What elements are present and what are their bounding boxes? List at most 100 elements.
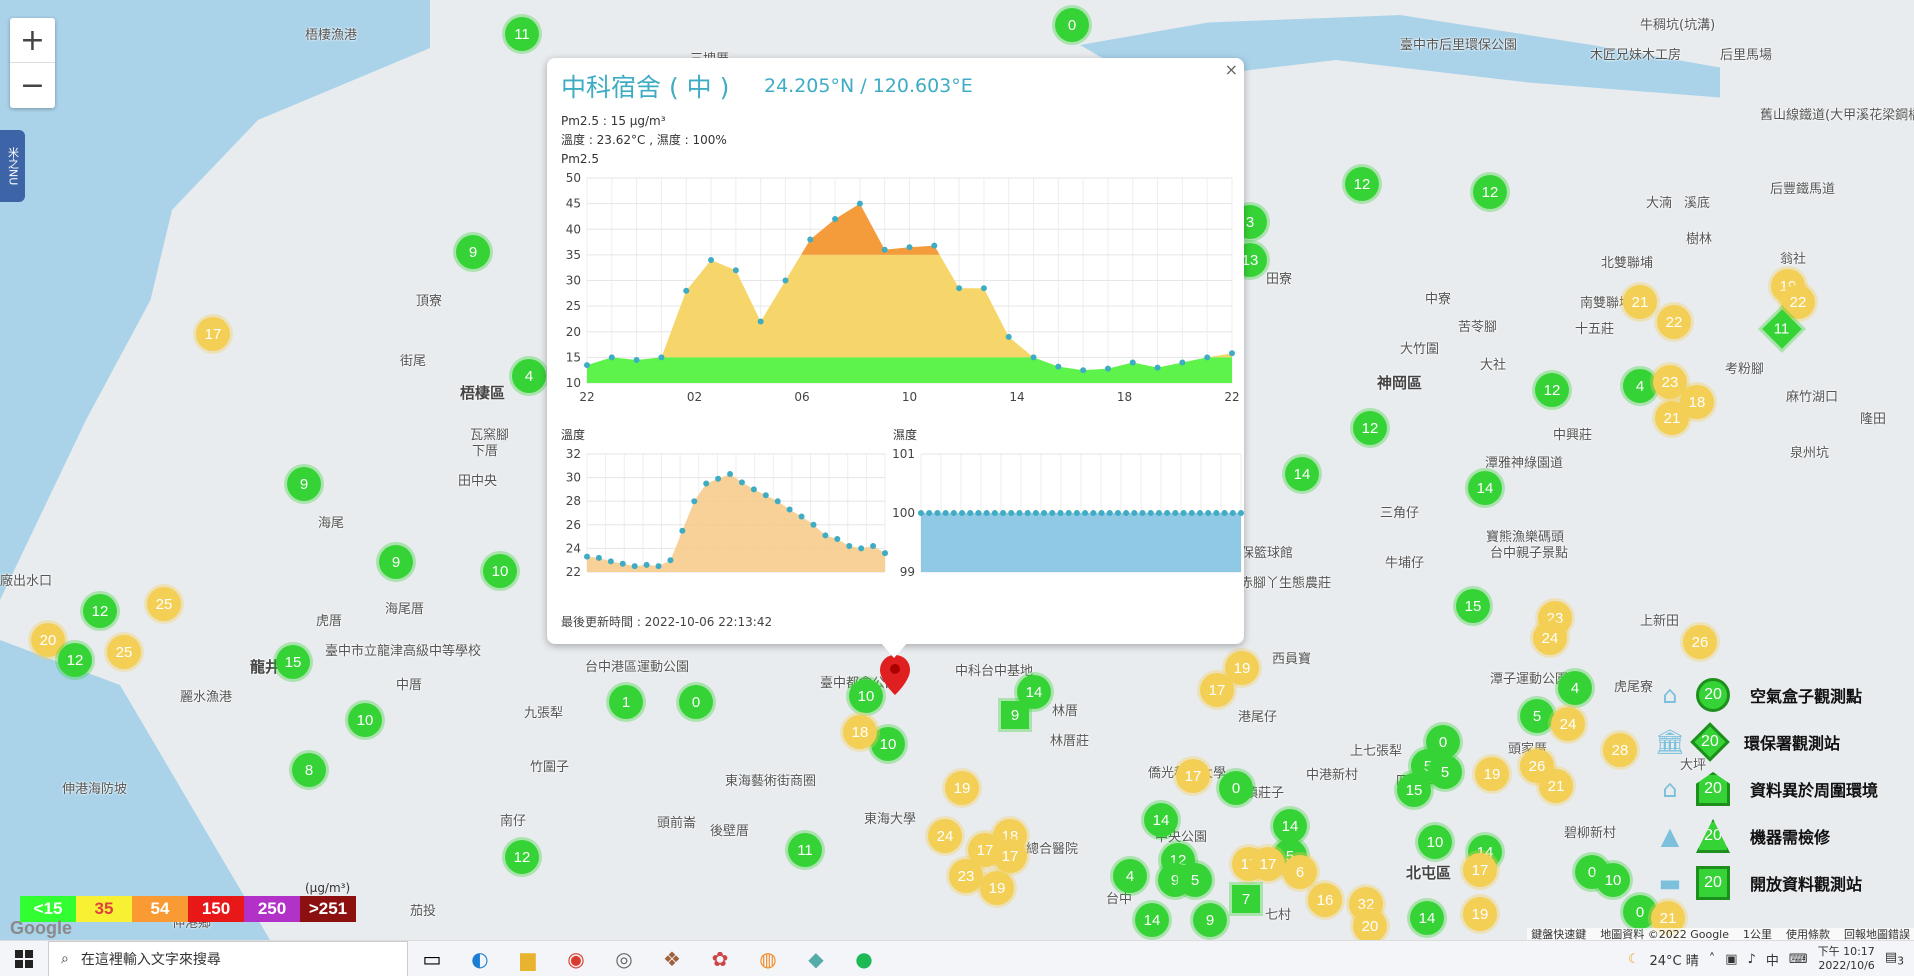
station-marker[interactable]: 11	[788, 833, 822, 867]
spotify-icon[interactable]: ●	[855, 946, 873, 971]
station-marker[interactable]: 4	[1558, 671, 1592, 705]
clock[interactable]: 下午 10:17 2022/10/6	[1818, 945, 1875, 973]
station-marker[interactable]: 26	[1683, 625, 1717, 659]
attribution-link[interactable]: 回報地圖錯誤	[1844, 928, 1910, 941]
blender-icon[interactable]: ◍	[759, 946, 777, 971]
station-marker[interactable]: 21	[1539, 769, 1573, 803]
station-marker[interactable]: 12	[83, 594, 117, 628]
station-marker[interactable]: 9	[1001, 701, 1029, 729]
station-marker[interactable]: 17	[993, 839, 1027, 873]
station-marker[interactable]: 21	[1655, 401, 1689, 435]
station-marker[interactable]: 24	[928, 819, 962, 853]
station-marker[interactable]: 10	[849, 679, 883, 713]
side-menu-tab[interactable]: 米之NU	[0, 130, 25, 202]
station-marker[interactable]: 24	[1533, 621, 1567, 655]
keyboard-icon[interactable]: ⌨	[1788, 951, 1808, 967]
station-marker[interactable]: 9	[1193, 903, 1227, 937]
station-marker[interactable]: 10	[483, 554, 517, 588]
attribution-link[interactable]: 地圖資料 ©2022 Google	[1600, 928, 1729, 941]
attribution-link[interactable]: 鍵盤快速鍵	[1531, 928, 1587, 941]
station-marker[interactable]: 5	[1428, 755, 1462, 789]
station-marker[interactable]: 19	[945, 771, 979, 805]
zoom-control[interactable]: + −	[10, 18, 55, 108]
station-marker[interactable]: 12	[1535, 373, 1569, 407]
station-marker[interactable]: 17	[1176, 759, 1210, 793]
zoom-in-button[interactable]: +	[10, 18, 55, 63]
station-marker[interactable]: 19	[980, 871, 1014, 905]
ime-indicator[interactable]: 中	[1765, 953, 1779, 969]
station-marker[interactable]: 17	[1251, 847, 1285, 881]
station-marker[interactable]: 0	[679, 685, 713, 719]
station-marker[interactable]: 11	[505, 17, 539, 51]
edge-icon[interactable]: ◐	[471, 946, 489, 971]
station-marker[interactable]: 9	[379, 545, 413, 579]
station-marker[interactable]: 12	[1353, 411, 1387, 445]
app-icon-4[interactable]: ◆	[808, 946, 824, 971]
start-button[interactable]	[0, 941, 48, 976]
station-marker[interactable]: 14	[1273, 809, 1307, 843]
station-marker[interactable]: 4	[512, 359, 546, 393]
station-marker[interactable]: 16	[1308, 883, 1342, 917]
station-marker[interactable]: 10	[1418, 825, 1452, 859]
station-marker[interactable]: 10	[1596, 863, 1630, 897]
station-marker[interactable]: 14	[1468, 471, 1502, 505]
station-marker[interactable]: 0	[1219, 771, 1253, 805]
station-marker[interactable]: 23	[1653, 365, 1687, 399]
station-marker[interactable]: 9	[287, 467, 321, 501]
station-marker[interactable]: 6	[1283, 855, 1317, 889]
station-marker[interactable]: 21	[1623, 285, 1657, 319]
station-marker[interactable]: 0	[1055, 8, 1089, 42]
station-marker[interactable]: 25	[107, 635, 141, 669]
app-icon-1[interactable]: ◎	[615, 946, 633, 971]
weather-text[interactable]: 24°C 晴	[1649, 953, 1699, 969]
app-icon-2[interactable]: ❖	[663, 946, 681, 971]
station-marker[interactable]: 17	[196, 317, 230, 351]
station-marker[interactable]: 12	[58, 643, 92, 677]
zoom-out-button[interactable]: −	[19, 68, 46, 103]
chrome-icon[interactable]: ◉	[567, 946, 585, 971]
station-marker[interactable]: 15	[276, 645, 310, 679]
station-marker[interactable]: 14	[1135, 903, 1169, 937]
network-icon[interactable]: ▣	[1725, 951, 1738, 967]
attribution-link[interactable]: 使用條款	[1786, 928, 1830, 941]
attribution-link[interactable]: 1公里	[1743, 928, 1772, 941]
station-marker[interactable]: 23	[949, 859, 983, 893]
station-marker[interactable]: 14	[1285, 457, 1319, 491]
station-marker[interactable]: 14	[1144, 803, 1178, 837]
station-marker[interactable]: 24	[1551, 707, 1585, 741]
task-view-icon[interactable]: ▭	[422, 946, 442, 971]
station-marker[interactable]: 10	[348, 703, 382, 737]
volume-icon[interactable]: ♪	[1747, 951, 1756, 967]
station-marker[interactable]: 25	[147, 587, 181, 621]
taskbar-search[interactable]: ⌕ 在這裡輸入文字來搜尋	[48, 940, 408, 976]
station-marker[interactable]: 17	[1200, 673, 1234, 707]
station-marker[interactable]: 12	[1345, 167, 1379, 201]
station-marker[interactable]: 18	[843, 715, 877, 749]
file-explorer-icon[interactable]: ▆	[520, 946, 536, 971]
app-icon-3[interactable]: ✿	[711, 946, 729, 971]
station-marker[interactable]: 7	[1232, 885, 1260, 913]
station-marker[interactable]: 15	[1456, 589, 1490, 623]
chevron-up-icon[interactable]: ˄	[1708, 951, 1716, 967]
station-marker[interactable]: 17	[1463, 853, 1497, 887]
station-marker[interactable]: 5	[1520, 699, 1554, 733]
station-marker[interactable]: 12	[505, 840, 539, 874]
map-pin-icon[interactable]	[880, 655, 910, 695]
station-marker[interactable]: 19	[1475, 757, 1509, 791]
popup-close-button[interactable]: ×	[1224, 60, 1238, 79]
station-marker[interactable]: 18	[1680, 385, 1714, 419]
station-marker[interactable]: 22	[1657, 305, 1691, 339]
station-marker[interactable]: 1	[609, 685, 643, 719]
station-marker[interactable]: 15	[1397, 773, 1431, 807]
station-marker[interactable]: 4	[1623, 369, 1657, 403]
station-marker[interactable]: 9	[456, 235, 490, 269]
station-marker[interactable]: 20	[1353, 909, 1387, 940]
station-marker[interactable]: 14	[1410, 901, 1444, 935]
station-marker[interactable]: 5	[1178, 863, 1212, 897]
station-marker[interactable]: 19	[1463, 897, 1497, 931]
notification-icon[interactable]: ▤3	[1884, 950, 1904, 968]
station-marker[interactable]: 4	[1113, 859, 1147, 893]
station-marker[interactable]: 12	[1473, 175, 1507, 209]
station-marker[interactable]: 28	[1603, 733, 1637, 767]
station-marker[interactable]: 8	[292, 753, 326, 787]
